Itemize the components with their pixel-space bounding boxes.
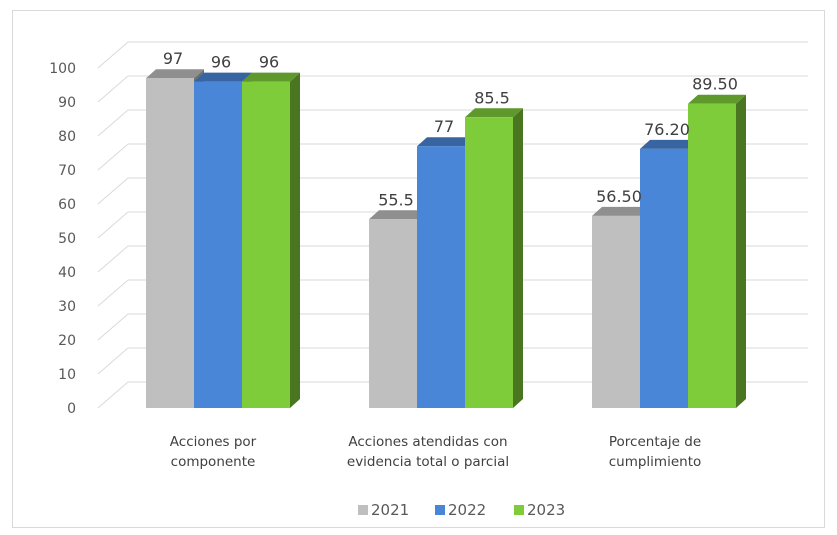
y-tick-label: 80	[58, 129, 76, 145]
data-label: 85.5	[474, 88, 510, 107]
bar-side	[290, 72, 300, 408]
x-axis-categories: Acciones por componente Acciones atendidas…	[170, 434, 701, 470]
gridline-slant	[97, 347, 129, 375]
data-label: 56.50	[596, 187, 642, 206]
bar-front	[369, 219, 417, 408]
bar-top	[146, 69, 204, 79]
legend-swatch	[435, 505, 445, 515]
legend-label: 2021	[371, 501, 409, 519]
y-tick-label: 100	[49, 61, 76, 77]
legend-label: 2022	[448, 501, 486, 519]
category-label: Porcentaje de cumplimiento	[609, 434, 702, 470]
bar-top	[417, 137, 475, 147]
gridline-slant	[97, 75, 129, 103]
gridline-slant	[97, 109, 129, 137]
legend-item-2023: 2023	[514, 501, 565, 519]
legend-item-2021: 2021	[358, 501, 409, 519]
gridline-slant	[97, 143, 129, 171]
bar-front	[242, 81, 290, 408]
data-label: 77	[434, 117, 454, 136]
bar-side	[736, 94, 746, 408]
gridline-slant	[97, 245, 129, 273]
gridline-slant	[97, 211, 129, 239]
data-label: 55.5	[378, 190, 414, 209]
bar-top	[640, 139, 698, 149]
bar-front	[465, 117, 513, 409]
data-label: 96	[259, 53, 279, 72]
bar-top	[194, 72, 252, 82]
y-tick-label: 70	[58, 163, 76, 179]
y-tick-label: 20	[58, 333, 76, 349]
gridline-slant	[97, 177, 129, 205]
bar-top	[242, 72, 300, 82]
legend-swatch	[358, 505, 368, 515]
legend-item-2022: 2022	[435, 501, 486, 519]
data-label: 96	[211, 53, 231, 72]
bar-front	[146, 78, 194, 408]
bar-front	[194, 81, 242, 408]
bar-front	[688, 103, 736, 408]
bar-2023-cat-0	[242, 72, 300, 408]
bar-side	[513, 108, 523, 409]
gridline-slant	[97, 313, 129, 341]
bar-top	[465, 108, 523, 118]
data-label: 97	[163, 49, 183, 68]
bar-top	[369, 210, 427, 220]
bar-front	[417, 146, 465, 408]
y-axis: 0 10 20 30 40 50 60 70 80 90 100	[49, 61, 76, 417]
bars	[146, 69, 746, 409]
y-tick-label: 60	[58, 197, 76, 213]
legend-swatch	[514, 505, 524, 515]
data-label: 89.50	[692, 75, 738, 94]
gridline-slant	[97, 279, 129, 307]
category-label: Acciones por componente	[170, 434, 257, 470]
legend-label: 2023	[527, 501, 565, 519]
y-tick-label: 30	[58, 299, 76, 315]
bar-top	[592, 206, 650, 216]
bar-2023-cat-2	[688, 94, 746, 408]
y-tick-label: 0	[67, 401, 76, 417]
bar-front	[640, 148, 688, 409]
y-tick-label: 40	[58, 265, 76, 281]
data-labels: 97 96 96 55.5 77 85.5 56.50 76.20 89.50	[163, 49, 738, 209]
bar-2023-cat-1	[465, 108, 523, 409]
y-tick-label: 90	[58, 95, 76, 111]
category-label: Acciones atendidas con evidencia total o …	[347, 434, 509, 470]
bar-top	[688, 94, 746, 104]
bar-front	[592, 215, 640, 408]
gridline-slant	[97, 381, 129, 409]
legend: 2021 2022 2023	[358, 501, 565, 519]
data-label: 76.20	[644, 120, 690, 139]
gridline-slant	[97, 41, 129, 69]
y-tick-label: 10	[58, 367, 76, 383]
y-tick-label: 50	[58, 231, 76, 247]
